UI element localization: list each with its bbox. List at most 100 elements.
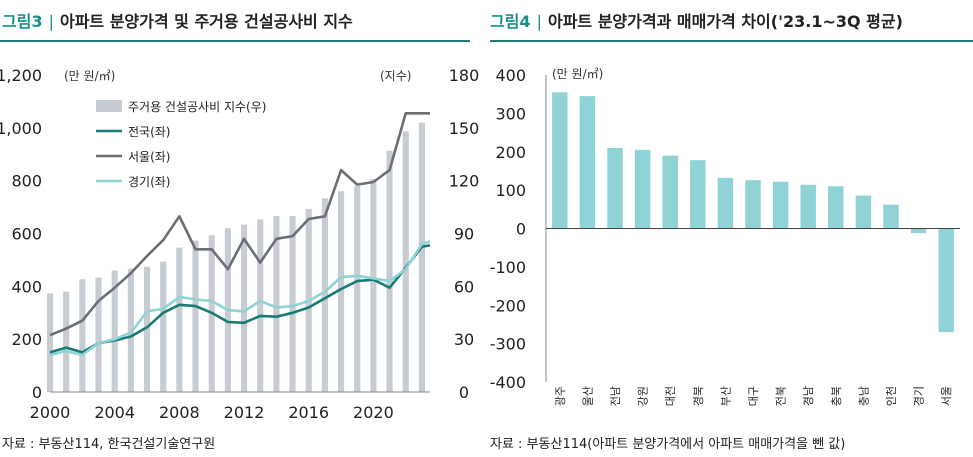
cost-index-bar — [240, 224, 248, 392]
cost-index-bar — [63, 291, 70, 392]
cost-index-bar — [192, 240, 199, 392]
price-gap-bar — [828, 186, 844, 229]
category-label: 충북 — [830, 386, 843, 406]
cost-index-bar — [337, 191, 345, 392]
figure4-title-text: 아파트 분양가격과 매매가격 차이('23.1~3Q 평균) — [547, 12, 903, 31]
y-tick-label: 0 — [32, 383, 42, 402]
y-tick-label: 300 — [495, 104, 526, 123]
cost-index-bar — [402, 131, 409, 392]
figure3-source: 자료 : 부동산114, 한국건설기술연구원 — [2, 437, 216, 452]
cost-index-bar — [289, 215, 296, 392]
seoul-price-line — [49, 111, 430, 337]
y-tick-label: 1,200 — [0, 66, 42, 85]
y-tick-label: 200 — [495, 143, 526, 162]
cost-index-bar — [386, 150, 393, 392]
price-gap-bar — [938, 228, 954, 333]
cost-index-bar — [111, 270, 118, 392]
x-tick-label: 2020 — [353, 403, 394, 422]
figure3-number: 그림3 — [2, 12, 43, 31]
right-tick-label: 120 — [449, 172, 480, 191]
legend-label: 전국(좌) — [128, 125, 170, 139]
category-label: 광주 — [554, 386, 567, 406]
cost-index-bar — [418, 122, 425, 393]
x-tick-label: 2008 — [159, 403, 200, 422]
right-axis-label: (지수) — [380, 69, 411, 83]
legend-swatch-cost-index — [96, 100, 122, 112]
y-tick-label: 200 — [11, 330, 42, 349]
category-label: 부산 — [719, 386, 732, 406]
right-tick-label: 0 — [459, 383, 469, 402]
price-gap-bar — [745, 180, 761, 229]
y-tick-label: 800 — [11, 172, 42, 191]
category-label: 울산 — [581, 386, 594, 406]
cost-index-bar — [176, 247, 183, 392]
price-gap-bar — [717, 177, 734, 229]
cost-index-bar — [79, 279, 86, 392]
y-tick-label: 400 — [11, 277, 42, 296]
category-label: 대구 — [747, 386, 760, 406]
cost-index-bar — [95, 277, 102, 392]
figure4-rule — [490, 40, 973, 42]
cost-index-bar — [46, 293, 54, 392]
y-tick-label: -200 — [490, 296, 526, 315]
cost-index-bar — [143, 266, 151, 392]
figure4-source: 자료 : 부동산114(아파트 분양가격에서 아파트 매매가격을 뺀 값) — [490, 437, 846, 452]
right-tick-label: 60 — [454, 277, 474, 296]
construction-cost-price-chart: 0 200 400 600 800 1,000 1,200 0 30 60 90 120 150 180 2… — [0, 66, 480, 422]
y-tick-label: 0 — [516, 220, 526, 239]
figure4-number: 그림4 — [490, 12, 531, 31]
figure3-title: 그림3 | 아파트 분양가격 및 주거용 건설공사비 지수 — [2, 8, 353, 32]
category-label: 인천 — [884, 386, 898, 406]
y-tick-label: -100 — [490, 258, 526, 277]
price-gap-bar — [607, 147, 623, 229]
cost-index-bar — [354, 185, 361, 392]
figure3-title-text: 아파트 분양가격 및 주거용 건설공사비 지수 — [59, 12, 353, 31]
right-tick-label: 180 — [449, 66, 480, 85]
price-gap-bar — [910, 228, 927, 234]
price-gap-bar — [855, 195, 872, 229]
category-label: 대전 — [664, 386, 677, 406]
legend-label: 경기(좌) — [128, 175, 170, 189]
category-label: 전북 — [775, 386, 788, 406]
category-label: 경북 — [692, 386, 705, 406]
price-gap-bar — [552, 92, 568, 229]
axis-unit-label: (만 원/㎡) — [552, 67, 603, 81]
legend-label: 서울(좌) — [128, 150, 170, 164]
x-tick-label: 2016 — [288, 403, 329, 422]
legend-label: 주거용 건설공사비 지수(우) — [128, 100, 266, 114]
right-tick-label: 90 — [454, 225, 474, 244]
y-tick-label: 1,000 — [0, 119, 42, 138]
y-tick-label: 600 — [11, 225, 42, 244]
price-gap-bar — [883, 204, 899, 229]
y-tick-label: 400 — [495, 66, 526, 85]
right-tick-label: 150 — [449, 119, 480, 138]
price-gap-bar — [579, 96, 596, 229]
price-gap-bar — [634, 149, 651, 229]
cost-index-bar — [160, 261, 167, 392]
price-gap-bar — [690, 160, 706, 229]
cost-index-bar — [257, 219, 264, 392]
gyeonggi-price-line — [49, 240, 431, 357]
x-tick-label: 2012 — [224, 403, 265, 422]
price-gap-bar — [662, 155, 678, 229]
category-label: 충남 — [857, 386, 870, 406]
x-tick-label: 2004 — [94, 403, 135, 422]
title-separator: | — [48, 12, 54, 31]
category-label: 서울 — [940, 386, 953, 406]
y-tick-label: 100 — [495, 181, 526, 200]
figure4-title: 그림4 | 아파트 분양가격과 매매가격 차이('23.1~3Q 평균) — [490, 8, 903, 32]
price-gap-bar — [800, 184, 816, 229]
figure3-rule — [0, 40, 470, 42]
price-gap-bar-chart: 400 300 200 100 0 -100 -200 -300 -400 광주 울산 전남 강원 대전 경… — [490, 66, 960, 406]
cost-index-bar — [370, 178, 377, 392]
y-tick-label: -300 — [490, 335, 526, 354]
x-tick-label: 2000 — [30, 403, 71, 422]
category-label: 전남 — [609, 386, 622, 406]
category-label: 경기 — [913, 386, 926, 406]
cost-index-bar — [273, 215, 280, 392]
cost-index-bar — [321, 198, 328, 392]
title-separator: | — [536, 12, 542, 31]
category-label: 경남 — [802, 386, 815, 406]
cost-index-bar — [127, 268, 134, 392]
price-gap-bar — [772, 181, 789, 229]
